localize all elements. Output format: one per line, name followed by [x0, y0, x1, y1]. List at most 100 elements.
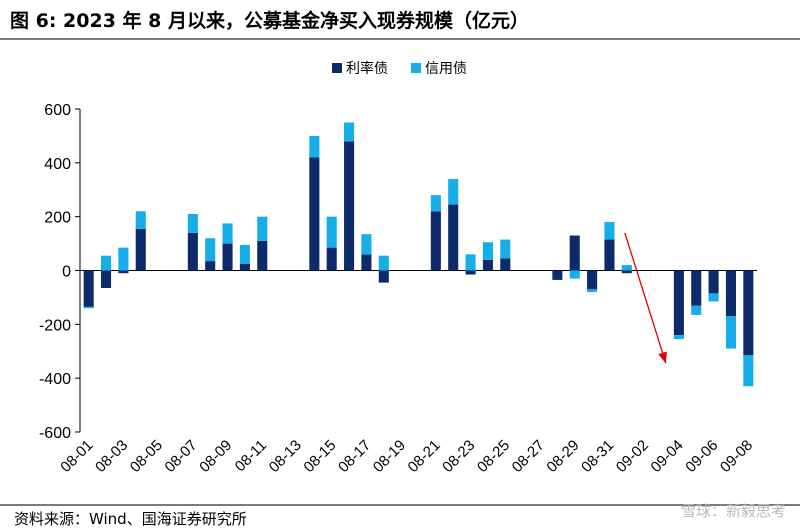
bar-rate-bond — [326, 247, 337, 271]
bar-rate-bond — [448, 204, 459, 271]
bar-credit-bond — [118, 247, 129, 271]
bar-rate-bond — [205, 261, 216, 271]
x-tick-label: 08-13 — [266, 437, 305, 476]
bar-rate-bond — [187, 232, 198, 271]
annotation-arrow-head — [658, 351, 667, 364]
x-tick-label: 08-07 — [162, 437, 201, 476]
bar-credit-bond — [205, 238, 216, 262]
bar-rate-bond — [239, 263, 250, 271]
bar-rate-bond — [83, 270, 94, 307]
y-tick-label: -600 — [39, 425, 71, 442]
x-tick-label: 08-11 — [232, 437, 270, 475]
bar-rate-bond — [309, 157, 320, 271]
y-tick-label: -400 — [39, 371, 71, 388]
x-tick-label: 08-21 — [405, 437, 444, 476]
y-tick-label: 200 — [44, 210, 71, 227]
bar-credit-bond — [569, 270, 580, 279]
x-axis-ticks: 08-0108-0308-0508-0708-0908-1108-1308-15… — [57, 437, 756, 476]
x-tick-label: 08-31 — [578, 437, 617, 476]
x-tick-label: 08-03 — [92, 437, 131, 476]
x-tick-label: 08-19 — [370, 437, 409, 476]
bar-credit-bond — [691, 305, 702, 315]
bar-rate-bond — [361, 254, 372, 271]
bar-rate-bond — [118, 270, 129, 274]
annotation-arrow-line — [624, 232, 667, 364]
bar-credit-bond — [482, 242, 493, 260]
bar-rate-bond — [500, 258, 511, 271]
bar-rate-bond — [587, 270, 598, 290]
bar-rate-bond — [673, 270, 684, 336]
x-tick-label: 08-27 — [509, 437, 548, 476]
bar-rate-bond — [552, 270, 563, 280]
bar-rate-bond — [257, 240, 268, 271]
bar-credit-bond — [430, 195, 441, 212]
bar-credit-bond — [222, 223, 233, 244]
legend-swatch-credit-bond — [411, 63, 421, 73]
bar-rate-bond — [569, 235, 580, 271]
legend-swatch-rate-bond — [332, 63, 342, 73]
y-tick-label: -200 — [39, 317, 71, 334]
x-tick-label: 09-08 — [717, 437, 756, 476]
x-tick-label: 08-05 — [127, 437, 166, 476]
bar-credit-bond — [83, 306, 94, 309]
y-tick-label: 0 — [62, 264, 71, 281]
bars — [83, 122, 754, 387]
bar-rate-bond — [604, 239, 615, 271]
y-tick-label: 600 — [44, 102, 71, 119]
bar-rate-bond — [101, 270, 112, 288]
bar-credit-bond — [465, 254, 476, 271]
bar-credit-bond — [587, 289, 598, 293]
x-tick-label: 09-04 — [648, 437, 687, 476]
bar-credit-bond — [378, 255, 389, 271]
chart-title: 图 6: 2023 年 8 月以来，公募基金净买入现券规模（亿元） — [10, 10, 529, 32]
bar-rate-bond — [135, 228, 146, 271]
bar-rate-bond — [344, 141, 355, 271]
annotation — [624, 232, 667, 364]
source-note: 资料来源：Wind、国海证券研究所 — [14, 510, 247, 528]
bar-rate-bond — [743, 270, 754, 356]
bar-credit-bond — [725, 316, 736, 349]
bar-credit-bond — [135, 211, 146, 229]
bar-credit-bond — [101, 255, 112, 271]
bar-credit-bond — [621, 265, 632, 271]
y-tick-label: 400 — [44, 156, 71, 173]
bar-credit-bond — [604, 222, 615, 240]
bar-rate-bond — [430, 211, 441, 271]
bar-rate-bond — [691, 270, 702, 306]
bar-credit-bond — [673, 335, 684, 340]
legend-label-rate-bond: 利率债 — [346, 60, 388, 76]
x-tick-label: 09-02 — [613, 437, 652, 476]
bar-credit-bond — [239, 244, 250, 264]
bar-credit-bond — [361, 234, 372, 255]
legend-label-credit-bond: 信用债 — [425, 60, 467, 76]
bar-rate-bond — [708, 270, 719, 294]
bar-credit-bond — [708, 293, 719, 302]
bar-rate-bond — [621, 270, 632, 274]
bar-credit-bond — [257, 216, 268, 241]
x-tick-label: 08-29 — [543, 437, 582, 476]
x-tick-label: 08-01 — [57, 437, 96, 476]
bar-credit-bond — [309, 135, 320, 158]
x-tick-label: 08-15 — [300, 437, 339, 476]
x-tick-label: 08-23 — [439, 437, 478, 476]
bar-credit-bond — [500, 239, 511, 259]
title-divider — [0, 38, 800, 40]
bar-credit-bond — [448, 178, 459, 205]
watermark: 雪球：新毅思考 — [680, 502, 786, 520]
x-tick-label: 08-25 — [474, 437, 513, 476]
x-tick-label: 09-06 — [682, 437, 721, 476]
bar-rate-bond — [482, 259, 493, 271]
footer-divider — [0, 504, 800, 506]
y-axis-ticks: -600 -400 -200 0 200 400 600 — [39, 102, 80, 442]
x-tick-label: 08-17 — [335, 437, 374, 476]
bar-rate-bond — [222, 243, 233, 271]
bar-credit-bond — [344, 122, 355, 142]
bar-rate-bond — [465, 270, 476, 275]
x-tick-label: 08-09 — [196, 437, 235, 476]
bar-credit-bond — [187, 213, 198, 233]
legend: 利率债 信用债 — [332, 60, 467, 76]
bar-rate-bond — [725, 270, 736, 317]
bar-credit-bond — [326, 216, 337, 248]
bar-credit-bond — [743, 355, 754, 387]
